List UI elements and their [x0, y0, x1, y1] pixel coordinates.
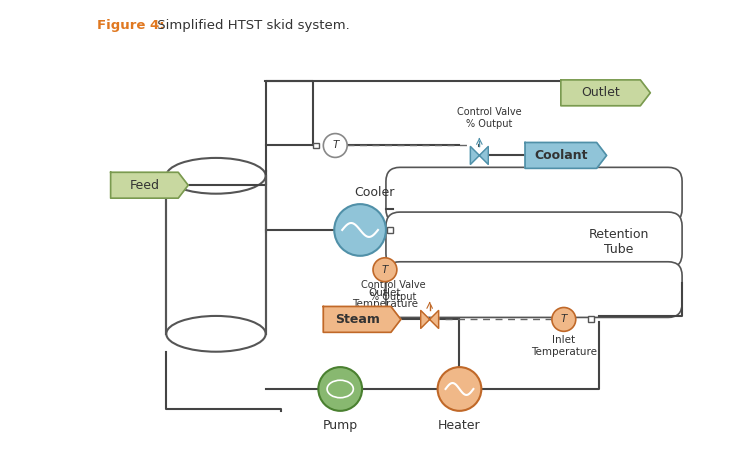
Circle shape [552, 307, 576, 331]
Circle shape [437, 367, 482, 411]
Text: Coolant: Coolant [534, 149, 587, 162]
Polygon shape [111, 172, 188, 198]
Bar [387, 227, 393, 233]
FancyBboxPatch shape [386, 212, 682, 268]
Bar [588, 316, 594, 322]
Text: Outlet
Temperature: Outlet Temperature [352, 288, 418, 309]
Text: Pump: Pump [322, 419, 358, 432]
Text: Figure 4:: Figure 4: [97, 19, 164, 32]
Polygon shape [470, 147, 479, 164]
Text: T: T [382, 265, 388, 274]
Circle shape [334, 204, 386, 256]
Text: Control Valve
% Output: Control Valve % Output [361, 280, 425, 302]
Circle shape [318, 367, 362, 411]
FancyBboxPatch shape [386, 262, 682, 317]
Polygon shape [430, 310, 439, 328]
Text: Simplified HTST skid system.: Simplified HTST skid system. [154, 19, 350, 32]
Text: T: T [332, 140, 338, 150]
Bar [314, 143, 320, 148]
Polygon shape [479, 147, 488, 164]
Polygon shape [561, 80, 650, 106]
Text: Heater: Heater [438, 419, 481, 432]
Circle shape [373, 258, 397, 282]
Text: T: T [561, 315, 567, 324]
Circle shape [323, 134, 347, 158]
Text: Steam: Steam [334, 313, 380, 326]
Polygon shape [525, 143, 607, 168]
Text: Outlet: Outlet [581, 86, 620, 99]
Bar [166, 176, 266, 334]
FancyBboxPatch shape [386, 167, 682, 223]
Ellipse shape [166, 158, 266, 194]
Text: Inlet
Temperature: Inlet Temperature [531, 335, 597, 357]
Text: Cooler: Cooler [354, 186, 395, 199]
Ellipse shape [166, 316, 266, 352]
Text: Control Valve
% Output: Control Valve % Output [457, 107, 521, 129]
Text: Retention
Tube: Retention Tube [588, 228, 649, 256]
Text: Feed: Feed [130, 179, 160, 192]
Polygon shape [323, 306, 400, 333]
Polygon shape [421, 310, 430, 328]
